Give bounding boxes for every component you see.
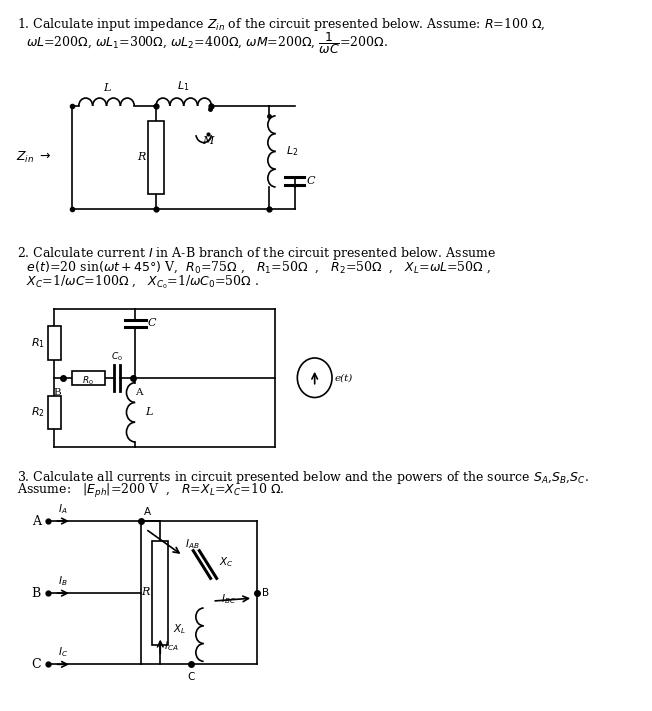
Text: $I_{AB}$: $I_{AB}$ xyxy=(185,537,200,550)
Text: R: R xyxy=(137,152,145,162)
Text: $Z_{in}$ $\rightarrow$: $Z_{in}$ $\rightarrow$ xyxy=(16,150,52,165)
Text: A: A xyxy=(135,387,143,397)
Text: L: L xyxy=(145,407,153,417)
Text: $I_{BC}$: $I_{BC}$ xyxy=(221,592,236,606)
Text: B: B xyxy=(31,587,40,599)
Text: L: L xyxy=(103,83,110,93)
Text: $R_2$: $R_2$ xyxy=(31,405,45,419)
Text: 3. Calculate all currents in circuit presented below and the powers of the sourc: 3. Calculate all currents in circuit pre… xyxy=(17,469,589,486)
Text: Assume:   $|E_{ph}|$=200 V  ,   $R$=$X_L$=$X_C$=10 $\Omega$.: Assume: $|E_{ph}|$=200 V , $R$=$X_L$=$X_… xyxy=(17,483,284,501)
Text: e(t): e(t) xyxy=(334,373,353,383)
Bar xyxy=(48,326,61,360)
Text: A: A xyxy=(31,515,40,528)
Text: M: M xyxy=(202,136,214,146)
Text: C: C xyxy=(31,658,40,671)
Text: R: R xyxy=(141,587,150,597)
Text: $e(t)$=20 sin$(\omega t+45°)$ V,  $R_0$=75$\Omega$ ,   $R_1$=50$\Omega$  ,   $R_: $e(t)$=20 sin$(\omega t+45°)$ V, $R_0$=7… xyxy=(23,259,492,274)
Text: $I_C$: $I_C$ xyxy=(58,646,68,659)
Text: $L_1$: $L_1$ xyxy=(177,80,190,93)
Text: $\omega L$=200$\Omega$, $\omega L_1$=300$\Omega$, $\omega L_2$=400$\Omega$, $\om: $\omega L$=200$\Omega$, $\omega L_1$=300… xyxy=(26,30,388,55)
Text: $R_0$: $R_0$ xyxy=(82,374,95,387)
Text: $X_C$=1/$\omega C$=100$\Omega$ ,   $X_{C_0}$=1/$\omega C_0$=50$\Omega$ .: $X_C$=1/$\omega C$=100$\Omega$ , $X_{C_0… xyxy=(23,273,259,291)
Text: $L_2$: $L_2$ xyxy=(286,144,299,159)
Text: C: C xyxy=(307,176,316,186)
Text: C: C xyxy=(147,319,156,328)
Text: $X_C$: $X_C$ xyxy=(219,555,234,570)
Text: B: B xyxy=(261,588,269,598)
Text: C: C xyxy=(187,672,194,683)
Text: $X_L$: $X_L$ xyxy=(173,622,186,636)
Bar xyxy=(153,541,168,645)
Bar xyxy=(148,121,164,194)
Text: $C_0$: $C_0$ xyxy=(111,351,123,363)
Text: $I_{CA}$: $I_{CA}$ xyxy=(164,640,179,653)
Bar xyxy=(48,395,61,429)
Text: $I_B$: $I_B$ xyxy=(58,574,68,588)
Text: 1. Calculate input impedance $Z_{in}$ of the circuit presented below. Assume: $R: 1. Calculate input impedance $Z_{in}$ of… xyxy=(17,16,545,33)
Text: A: A xyxy=(144,507,151,517)
Bar xyxy=(72,371,105,385)
Text: 2. Calculate current $I$ in A-B branch of the circuit presented below. Assume: 2. Calculate current $I$ in A-B branch o… xyxy=(17,245,496,262)
Text: B: B xyxy=(53,387,61,397)
Text: $I_A$: $I_A$ xyxy=(59,502,68,516)
Text: $R_1$: $R_1$ xyxy=(31,336,45,350)
